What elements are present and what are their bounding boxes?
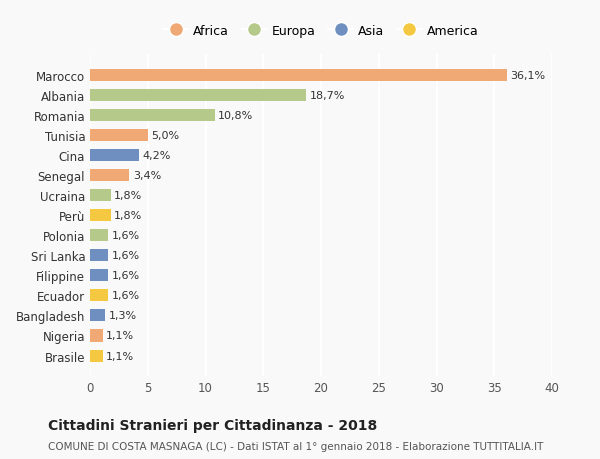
Text: 1,6%: 1,6% bbox=[112, 251, 140, 261]
Text: 36,1%: 36,1% bbox=[511, 71, 545, 81]
Bar bbox=[90, 110, 215, 122]
Text: 10,8%: 10,8% bbox=[218, 111, 253, 121]
Text: 1,8%: 1,8% bbox=[114, 191, 143, 201]
Bar bbox=[90, 170, 129, 182]
Bar bbox=[90, 270, 109, 282]
Text: 1,6%: 1,6% bbox=[112, 231, 140, 241]
Text: COMUNE DI COSTA MASNAGA (LC) - Dati ISTAT al 1° gennaio 2018 - Elaborazione TUTT: COMUNE DI COSTA MASNAGA (LC) - Dati ISTA… bbox=[48, 441, 544, 451]
Bar bbox=[90, 350, 103, 362]
Text: 3,4%: 3,4% bbox=[133, 171, 161, 181]
Text: 4,2%: 4,2% bbox=[142, 151, 170, 161]
Text: 18,7%: 18,7% bbox=[310, 91, 345, 101]
Text: 1,6%: 1,6% bbox=[112, 271, 140, 281]
Bar bbox=[90, 130, 148, 142]
Bar bbox=[90, 230, 109, 242]
Bar bbox=[90, 70, 507, 82]
Bar bbox=[90, 290, 109, 302]
Bar bbox=[90, 330, 103, 342]
Text: 1,6%: 1,6% bbox=[112, 291, 140, 301]
Text: 1,8%: 1,8% bbox=[114, 211, 143, 221]
Text: 1,1%: 1,1% bbox=[106, 331, 134, 341]
Text: 1,1%: 1,1% bbox=[106, 351, 134, 361]
Bar bbox=[90, 250, 109, 262]
Bar bbox=[90, 310, 105, 322]
Text: 1,3%: 1,3% bbox=[109, 311, 137, 321]
Text: Cittadini Stranieri per Cittadinanza - 2018: Cittadini Stranieri per Cittadinanza - 2… bbox=[48, 418, 377, 431]
Bar bbox=[90, 210, 111, 222]
Bar bbox=[90, 190, 111, 202]
Text: 5,0%: 5,0% bbox=[151, 131, 179, 141]
Legend: Africa, Europa, Asia, America: Africa, Europa, Asia, America bbox=[158, 20, 484, 43]
Bar bbox=[90, 150, 139, 162]
Bar bbox=[90, 90, 306, 102]
